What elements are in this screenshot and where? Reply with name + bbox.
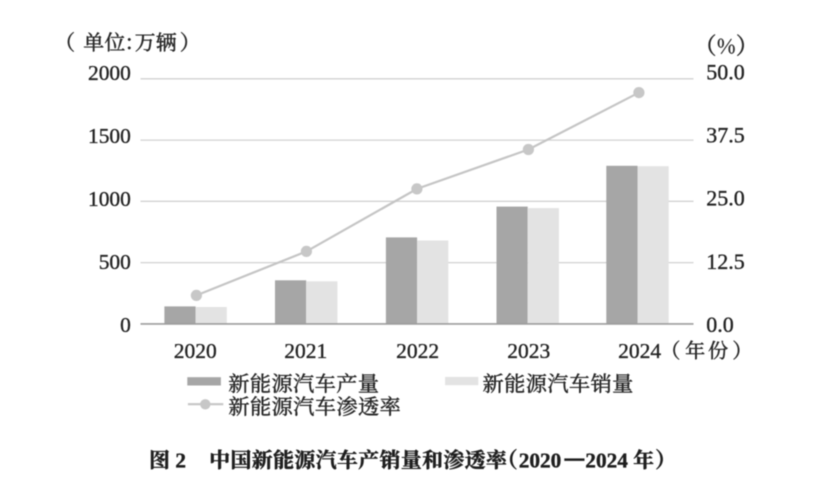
svg-text:37.5: 37.5: [706, 123, 745, 148]
svg-text:2021: 2021: [284, 339, 327, 363]
svg-text:0.0: 0.0: [706, 312, 734, 337]
svg-text:2023: 2023: [507, 339, 550, 363]
svg-text:0: 0: [120, 313, 131, 337]
svg-text:2022: 2022: [396, 339, 439, 363]
svg-text:2020: 2020: [174, 339, 217, 363]
svg-text:2: 2: [175, 448, 186, 472]
svg-text:500: 500: [99, 250, 131, 274]
svg-text:1000: 1000: [88, 187, 131, 211]
svg-text:2024: 2024: [618, 339, 661, 363]
svg-text:50.0: 50.0: [706, 60, 745, 85]
svg-text:12.5: 12.5: [706, 249, 745, 274]
svg-text:25.0: 25.0: [706, 186, 745, 211]
svg-text:2024: 2024: [585, 448, 628, 472]
svg-text:2000: 2000: [88, 61, 131, 85]
svg-text:2020: 2020: [519, 448, 562, 472]
svg-text:1500: 1500: [88, 124, 131, 148]
